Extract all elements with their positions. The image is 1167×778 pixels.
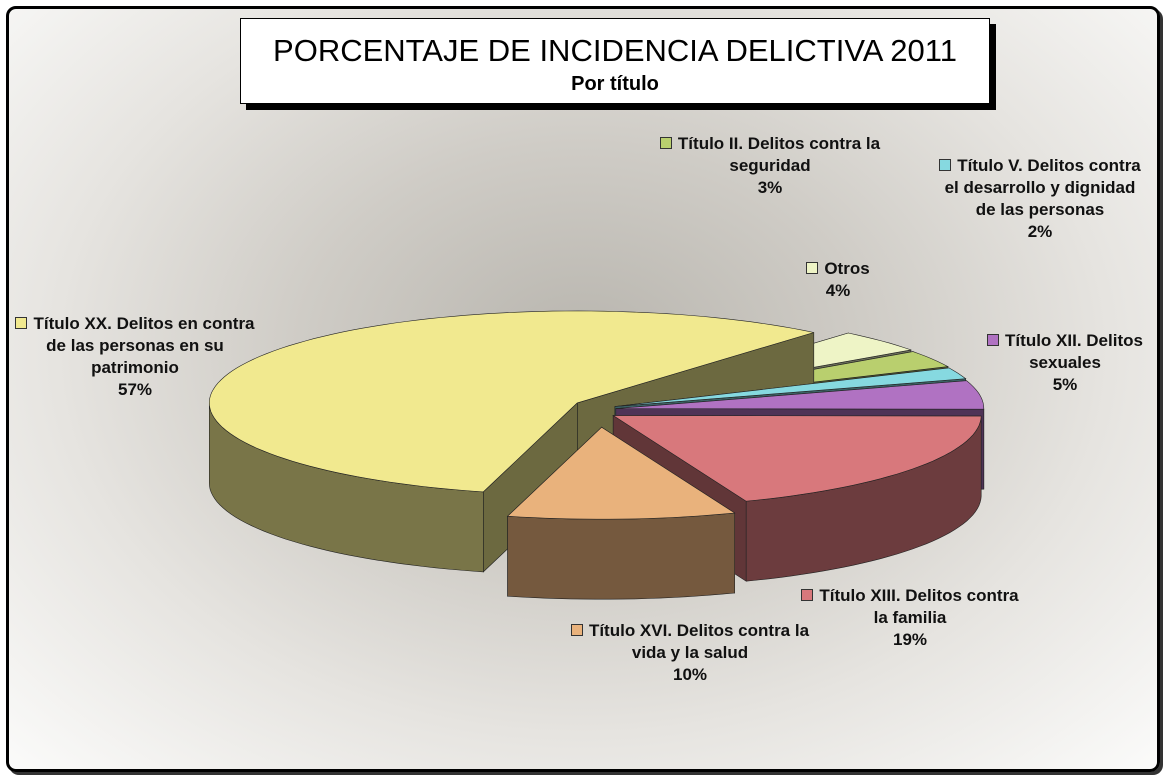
value-label: 3%: [655, 177, 885, 199]
value-label: 4%: [778, 280, 898, 302]
category-label: Título XVI. Delitos contra la vida y la …: [589, 621, 809, 662]
data-label: Otros 4%: [778, 258, 898, 302]
value-label: 2%: [935, 221, 1145, 243]
value-label: 57%: [5, 379, 265, 401]
value-label: 10%: [565, 664, 815, 686]
category-label: Título II. Delitos contra la seguridad: [678, 134, 880, 175]
legend-marker: [660, 137, 672, 149]
page: PORCENTAJE DE INCIDENCIA DELICTIVA 2011 …: [0, 0, 1167, 778]
slice-side: [508, 513, 735, 599]
data-label: Título XX. Delitos en contra de las pers…: [5, 313, 265, 401]
category-label: Título XIII. Delitos contra la familia: [819, 586, 1018, 627]
data-label: Título XVI. Delitos contra la vida y la …: [565, 620, 815, 686]
legend-marker: [801, 589, 813, 601]
category-label: Título V. Delitos contra el desarrollo y…: [945, 156, 1141, 219]
legend-marker: [15, 317, 27, 329]
value-label: 19%: [795, 629, 1025, 651]
value-label: 5%: [965, 374, 1165, 396]
category-label: Otros: [824, 259, 869, 278]
legend-marker: [939, 159, 951, 171]
category-label: Título XII. Delitos sexuales: [1005, 331, 1143, 372]
legend-marker: [987, 334, 999, 346]
data-label: Título V. Delitos contra el desarrollo y…: [935, 155, 1145, 243]
legend-marker: [571, 624, 583, 636]
category-label: Título XX. Delitos en contra de las pers…: [33, 314, 254, 377]
legend-marker: [806, 262, 818, 274]
